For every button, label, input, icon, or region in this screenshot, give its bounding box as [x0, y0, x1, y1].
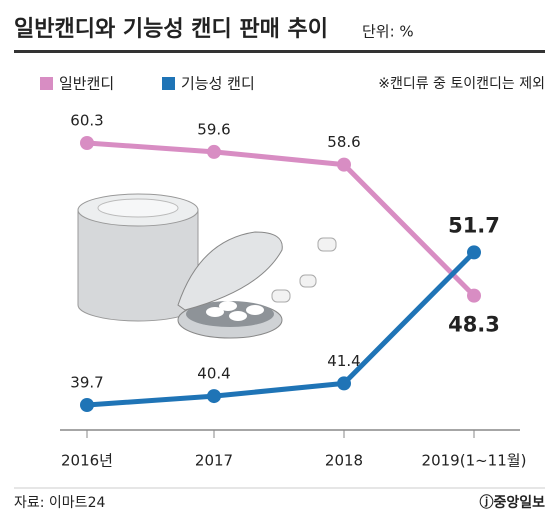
data-label: 40.4	[197, 365, 230, 383]
legend-swatch	[162, 77, 175, 90]
legend-label: 일반캔디	[59, 75, 114, 93]
chart-subtitle: 단위: %	[362, 23, 414, 41]
data-point	[337, 157, 351, 172]
x-tick-label: 2018	[325, 452, 363, 470]
data-point	[337, 376, 351, 391]
data-point	[207, 144, 221, 159]
data-point	[467, 245, 481, 260]
data-point	[80, 398, 94, 412]
x-tick-label: 2019(1~11월)	[422, 452, 527, 470]
legend-label: 기능성 캔디	[181, 75, 255, 93]
data-label: 51.7	[448, 213, 500, 237]
series-line	[86, 250, 476, 408]
data-label: 59.6	[197, 120, 230, 138]
data-label: 58.6	[327, 133, 360, 151]
data-label: 48.3	[448, 313, 500, 337]
data-point	[207, 389, 221, 404]
chart-title: 일반캔디와 기능성 캔디 판매 추이	[14, 17, 328, 42]
data-label: 41.4	[327, 352, 360, 370]
source: 자료: 이마트24	[14, 495, 105, 511]
note: ※캔디류 중 토이캔디는 제외	[378, 76, 545, 92]
data-point	[80, 136, 94, 150]
logo: ⓙ중앙일보	[479, 494, 545, 511]
data-label: 39.7	[70, 374, 103, 392]
legend-swatch	[40, 77, 53, 90]
series-line	[86, 140, 476, 298]
data-point	[467, 288, 481, 303]
illustration	[77, 193, 337, 339]
x-tick-label: 2016년	[61, 452, 113, 470]
data-label: 60.3	[70, 112, 103, 130]
x-tick-label: 2017	[195, 452, 233, 470]
title-rule	[14, 50, 545, 53]
